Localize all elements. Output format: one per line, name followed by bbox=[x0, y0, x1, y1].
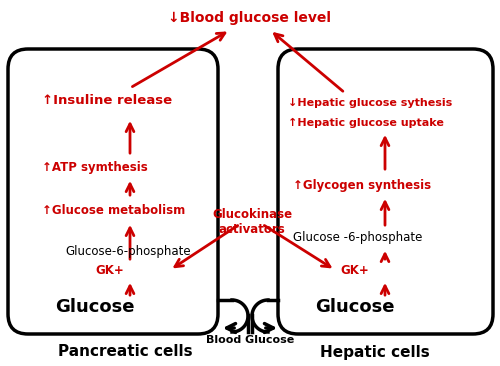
Text: ↑Hepatic glucose uptake: ↑Hepatic glucose uptake bbox=[288, 118, 444, 128]
Text: ↑Glycogen synthesis: ↑Glycogen synthesis bbox=[293, 179, 431, 191]
Text: Glucose-6-phosphate: Glucose-6-phosphate bbox=[65, 246, 190, 258]
Text: Glucose -6-phosphate: Glucose -6-phosphate bbox=[293, 232, 422, 244]
Text: ↓Blood glucose level: ↓Blood glucose level bbox=[168, 11, 332, 25]
Text: ↑Insuline release: ↑Insuline release bbox=[42, 93, 172, 107]
Text: ↓Hepatic glucose sythesis: ↓Hepatic glucose sythesis bbox=[288, 98, 452, 108]
Text: Blood Glucose: Blood Glucose bbox=[206, 335, 294, 345]
FancyBboxPatch shape bbox=[278, 49, 493, 334]
Text: Glucose: Glucose bbox=[55, 298, 135, 316]
Text: ↑Glucose metabolism: ↑Glucose metabolism bbox=[42, 203, 185, 217]
Text: GK+: GK+ bbox=[96, 264, 124, 276]
Text: ↑ATP symthesis: ↑ATP symthesis bbox=[42, 161, 148, 175]
Text: Pancreatic cells: Pancreatic cells bbox=[58, 344, 192, 359]
FancyBboxPatch shape bbox=[8, 49, 218, 334]
Text: Glucose: Glucose bbox=[316, 298, 395, 316]
Text: Glucokinase
activators: Glucokinase activators bbox=[212, 208, 292, 236]
Text: GK+: GK+ bbox=[340, 264, 369, 276]
Text: Hepatic cells: Hepatic cells bbox=[320, 344, 430, 359]
